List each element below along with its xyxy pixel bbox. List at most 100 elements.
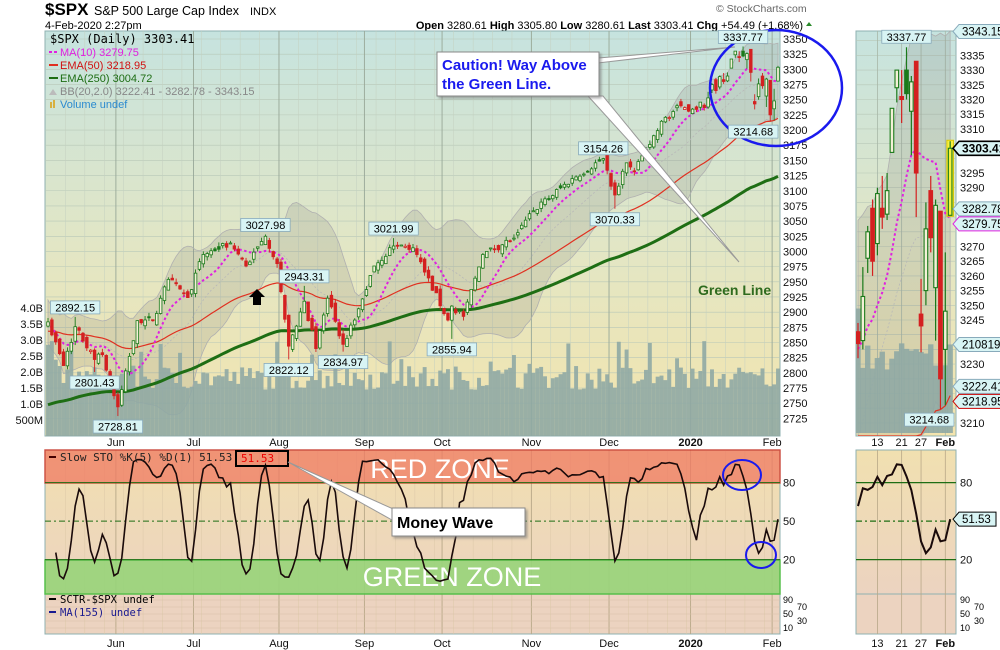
volume-bar xyxy=(391,383,396,436)
volume-bar xyxy=(53,359,58,436)
candle xyxy=(116,394,120,408)
price-label-box xyxy=(263,363,314,377)
volume-bar xyxy=(717,378,722,436)
candle xyxy=(469,289,473,306)
candle xyxy=(46,321,50,327)
candle xyxy=(306,301,310,322)
volume-bar xyxy=(702,341,707,436)
green-line-label: Green Line xyxy=(698,282,771,298)
candle xyxy=(706,97,710,108)
volume-bar xyxy=(898,343,905,433)
candle xyxy=(287,314,291,347)
volume-bar xyxy=(605,374,610,436)
candle xyxy=(224,243,229,248)
volume-bar xyxy=(671,386,676,436)
candle xyxy=(721,79,726,82)
volume-bar xyxy=(135,386,140,436)
side-price-tick-label: 3245 xyxy=(960,315,984,327)
volume-bar xyxy=(918,351,924,433)
legend-volume: Volume undef xyxy=(60,99,128,111)
bb-lower-marker: 3222.41 xyxy=(962,381,1000,393)
month-label: Sep xyxy=(355,437,375,449)
candle xyxy=(477,266,481,282)
candle xyxy=(422,258,427,273)
symbol: $SPX xyxy=(45,0,89,19)
volume-bar xyxy=(651,383,656,436)
candle xyxy=(756,83,761,98)
volume-bar xyxy=(539,366,544,436)
side-sctr-tick-label: 50 xyxy=(960,609,970,619)
month-label: Aug xyxy=(269,638,289,650)
month-label: Feb xyxy=(763,638,782,650)
candle xyxy=(562,183,567,188)
side-date-label: Feb xyxy=(936,638,956,650)
volume-bar xyxy=(686,387,691,436)
month-label: Jun xyxy=(107,638,125,650)
side-trough-label: 3214.68 xyxy=(909,415,949,427)
sctr-ma-legend: MA(155) undef xyxy=(60,607,142,619)
volume-bar xyxy=(884,369,890,433)
candle xyxy=(870,207,875,262)
money-wave-callout: Money Wave xyxy=(287,461,526,537)
bb-upper-marker-box xyxy=(952,23,1000,39)
volume-bar xyxy=(360,380,365,436)
volume-bar xyxy=(193,380,198,436)
copyright: © StockCharts.com xyxy=(716,3,807,15)
volume-bar xyxy=(640,379,645,436)
candle xyxy=(92,349,97,360)
volume-tick-label: 1.0B xyxy=(20,399,43,411)
candle xyxy=(388,247,392,256)
volume-bar xyxy=(706,386,711,436)
volume-bar xyxy=(364,389,369,436)
month-label: 2020 xyxy=(678,638,702,650)
volume-bar xyxy=(535,368,540,436)
volume-bar xyxy=(527,363,532,436)
month-label: Nov xyxy=(522,437,542,449)
side-price-plot xyxy=(856,30,954,436)
price-tick-label: 3250 xyxy=(783,95,807,107)
sctr-tick-label: 50 xyxy=(783,609,793,619)
volume-bar xyxy=(585,373,590,436)
side-price-tick-label: 3335 xyxy=(960,50,984,62)
volume-bar xyxy=(593,388,598,436)
caution-text-2: the Green Line. xyxy=(442,76,551,93)
side-price-tick-label: 3290 xyxy=(960,183,984,195)
candle xyxy=(663,116,668,123)
volume-bar xyxy=(426,386,431,436)
volume-bar xyxy=(286,367,291,436)
ema250-line xyxy=(47,174,779,407)
price-tick-label: 3125 xyxy=(783,171,807,183)
volume-bar xyxy=(768,386,773,436)
volume-bar xyxy=(282,376,287,436)
candle xyxy=(248,261,252,266)
price-tick-label: 3100 xyxy=(783,186,807,198)
volume-bar xyxy=(255,371,260,436)
candle xyxy=(395,244,400,247)
side-date-label: 21 xyxy=(896,638,908,650)
candle xyxy=(217,246,221,250)
volume-bar xyxy=(492,371,497,436)
stochastic-legend: Slow STO %K(5) %D(1) 51.53 51.53 SCTR-$S… xyxy=(49,450,289,619)
side-peak-label-box xyxy=(881,29,932,44)
volume-bar xyxy=(508,367,513,436)
candle xyxy=(733,50,737,56)
candle xyxy=(764,78,769,97)
volume-bar xyxy=(395,380,400,436)
candle xyxy=(325,297,330,315)
candle xyxy=(240,257,244,260)
volume-bar xyxy=(201,372,206,436)
candle xyxy=(73,326,77,342)
volume-bar xyxy=(123,385,128,436)
volume-bar xyxy=(139,351,144,436)
candle xyxy=(741,50,745,57)
volume-bar xyxy=(465,380,470,436)
candle xyxy=(508,240,512,243)
candle xyxy=(54,332,58,343)
candle xyxy=(321,314,326,332)
candle xyxy=(535,209,539,214)
candle xyxy=(889,107,895,153)
side-sctr-tick-label: 10 xyxy=(960,623,970,633)
gridlines xyxy=(45,31,956,436)
candle xyxy=(938,210,943,380)
